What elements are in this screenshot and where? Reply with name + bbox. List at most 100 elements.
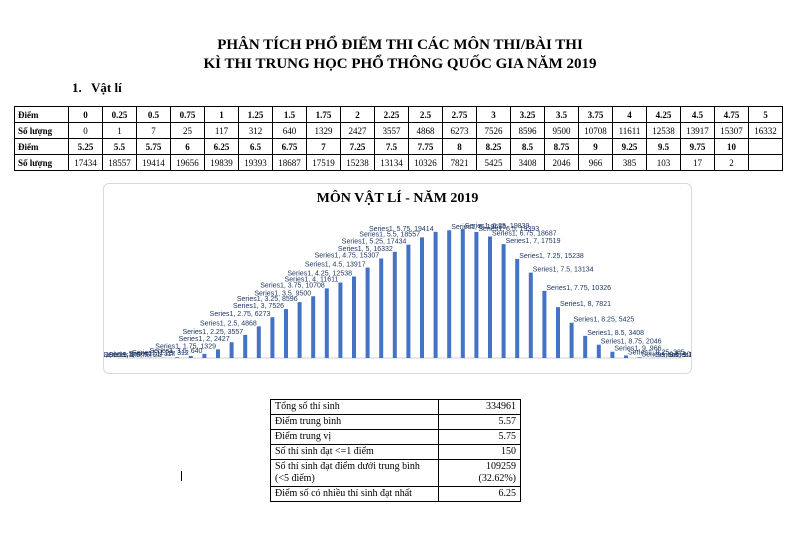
score-cell: 3.75	[578, 106, 613, 123]
score-cell: 5425	[476, 154, 511, 171]
score-cell: 18687	[272, 154, 307, 171]
chart-title: MÔN VẬT LÍ - NĂM 2019	[317, 189, 479, 206]
stats-value: 5.57	[498, 416, 517, 427]
score-cell: 312	[238, 122, 273, 139]
score-cell: 5.25	[68, 138, 103, 155]
chart-bar	[365, 267, 370, 358]
stats-label: Số thí sinh đạt điểm dưới trung bình (<5…	[270, 459, 439, 487]
score-cell: 8.25	[476, 138, 511, 155]
score-cell: 12538	[646, 122, 681, 139]
chart-data-label: Series1, 10, 2	[669, 352, 691, 359]
chart-data-label: Series1, 5.75, 19414	[369, 226, 434, 233]
chart-bar	[596, 344, 601, 358]
score-cell: 640	[272, 122, 307, 139]
score-row-label: Số lượng	[14, 122, 69, 139]
score-distribution-table: Điểm 0 0.25 0.5 0.75 1 1.25 1.5 1.75 2 2.25 2.5 2.75…	[14, 106, 783, 171]
chart-data-label: Series1, 9.25, 385	[628, 349, 685, 356]
stats-value: 109259	[486, 461, 516, 472]
score-cell: 966	[578, 154, 613, 171]
score-cell: 1.75	[306, 106, 341, 123]
score-cell: 9.75	[680, 138, 715, 155]
chart-data-label: Series1, 6.75, 18687	[492, 231, 557, 238]
stats-label: Điểm trung bình	[270, 414, 439, 430]
document-title-line-2: KÌ THI TRUNG HỌC PHỔ THÔNG QUỐC GIA NĂM …	[203, 56, 597, 72]
score-cell: 17519	[306, 154, 341, 171]
score-cell: 117	[204, 122, 239, 139]
score-cell: 7	[306, 138, 341, 155]
chart-bar	[392, 251, 397, 358]
score-cell: 2.5	[408, 106, 443, 123]
stats-value-percent: (32.62%)	[478, 473, 517, 484]
chart-data-label: Series1, 5.25, 17434	[342, 239, 407, 246]
stats-value: 334961	[486, 401, 516, 412]
score-cell: 0.75	[170, 106, 205, 123]
score-cell: 1	[102, 122, 137, 139]
score-cell: 0	[68, 122, 103, 139]
chart-data-label: Series1, 8, 7821	[560, 301, 611, 308]
score-cell: 385	[612, 154, 647, 171]
score-cell: 1	[204, 106, 239, 123]
score-cell: 0	[68, 106, 103, 123]
score-cell: 9.25	[612, 138, 647, 155]
stats-value-cell: 150	[438, 444, 521, 460]
chart-area: MÔN VẬT LÍ - NĂM 2019Series1, 0, 0Series…	[103, 183, 692, 374]
chart-bar	[352, 276, 356, 358]
chart-data-label: Series1, 3, 7526	[233, 303, 284, 310]
chart-data-label: Series1, 0.75, 25	[109, 352, 162, 359]
chart-data-label: Series1, 6, 19656	[451, 224, 506, 231]
score-cell: 6273	[442, 122, 477, 139]
chart-data-label: Series1, 1.5, 640	[149, 348, 202, 355]
chart-bar	[256, 326, 261, 358]
score-cell: 7.25	[340, 138, 375, 155]
score-cell: 17	[680, 154, 715, 171]
chart-data-label: Series1, 5, 16332	[338, 246, 393, 253]
score-cell: 1.25	[238, 106, 273, 123]
score-cell: 6	[170, 138, 205, 155]
stats-value-cell: 5.57	[438, 414, 521, 430]
chart-data-label: Series1, 5.5, 18557	[359, 231, 420, 238]
chart-data-label: Series1, 9.75, 17	[655, 352, 691, 359]
score-cell: 13134	[374, 154, 409, 171]
chart-bar	[216, 349, 220, 358]
score-cell: 0.25	[102, 106, 137, 123]
stats-row: Số thí sinh đạt điểm dưới trung bình (<5…	[270, 459, 521, 487]
score-table-row: Số lượng 0 1 7 25 117 312 640 1329 2427 3557 4868 62…	[14, 122, 783, 139]
score-cell: 4.25	[646, 106, 681, 123]
score-cell: 11611	[612, 122, 647, 139]
stats-label: Tổng số thí sinh	[270, 399, 439, 415]
score-cell: 4868	[408, 122, 443, 139]
chart-data-label: Series1, 0.5, 7	[104, 352, 148, 359]
chart-bar	[488, 236, 492, 358]
score-cell: 2046	[544, 154, 579, 171]
chart-bar	[420, 237, 424, 358]
chart-bar	[379, 258, 384, 358]
chart-data-label: Series1, 2.25, 3557	[182, 329, 243, 336]
score-cell: 7526	[476, 122, 511, 139]
stats-row: Điểm số có nhiều thí sinh đạt nhất 6.25	[270, 486, 521, 502]
score-cell: 7.75	[408, 138, 443, 155]
chart-data-label: Series1, 2.5, 4868	[200, 320, 257, 327]
score-row-label: Số lượng	[14, 154, 69, 171]
chart-data-label: Series1, 8.75, 2046	[601, 339, 662, 346]
chart-bar	[624, 355, 628, 358]
chart-data-label: Series1, 7.5, 13134	[533, 267, 594, 274]
document-title-line-1: PHÂN TÍCH PHỔ ĐIỂM THI CÁC MÔN THI/BÀI T…	[217, 37, 583, 53]
chart-bar	[610, 351, 615, 358]
score-cell: 3557	[374, 122, 409, 139]
stats-value-cell: 334961	[438, 399, 521, 415]
stats-value: 6.25	[498, 488, 517, 499]
chart-bar	[270, 317, 275, 358]
chart-bar	[229, 342, 234, 358]
summary-stats-table: Tổng số thí sinh 334961 Điểm trung bình 5.5…	[270, 399, 521, 502]
score-cell: 3.5	[544, 106, 579, 123]
score-cell: 4.5	[680, 106, 715, 123]
chart-data-label: Series1, 4.25, 12538	[287, 271, 352, 278]
score-cell: 10708	[578, 122, 613, 139]
chart-data-label: Series1, 0, 0	[104, 352, 121, 359]
score-table-row: Điểm 0 0.25 0.5 0.75 1 1.25 1.5 1.75 2 2.25 2.5 2.75…	[14, 106, 783, 123]
score-cell: 2.25	[374, 106, 409, 123]
chart-bar	[202, 353, 207, 358]
chart-data-label: Series1, 1.25, 312	[132, 350, 189, 357]
score-cell: 1.5	[272, 106, 307, 123]
score-cell: 4.75	[714, 106, 749, 123]
